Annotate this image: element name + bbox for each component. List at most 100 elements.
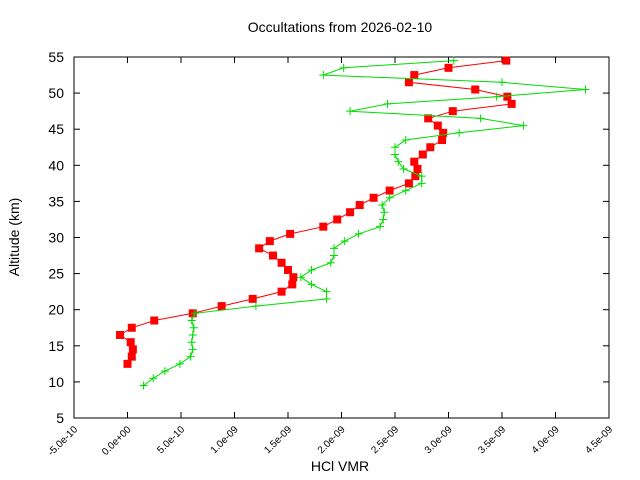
square-marker bbox=[126, 338, 135, 347]
square-marker bbox=[503, 92, 512, 101]
x-tick-label: 1.0e-09 bbox=[209, 424, 241, 456]
chart-title: Occultations from 2026-02-10 bbox=[248, 19, 433, 35]
square-marker bbox=[444, 63, 453, 72]
square-marker bbox=[438, 136, 447, 145]
square-marker bbox=[333, 215, 342, 224]
plus-marker bbox=[391, 150, 399, 159]
plus-marker bbox=[251, 302, 260, 311]
plus-marker bbox=[175, 359, 184, 368]
plus-marker bbox=[376, 222, 385, 231]
plus-marker bbox=[346, 107, 355, 116]
plus-marker bbox=[322, 287, 331, 296]
square-marker bbox=[433, 121, 442, 130]
series-line bbox=[143, 60, 586, 386]
plus-marker bbox=[519, 121, 528, 130]
plus-marker bbox=[383, 99, 392, 108]
square-marker bbox=[217, 302, 226, 311]
y-tick-label: 15 bbox=[48, 338, 64, 354]
x-axis-label: HCl VMR bbox=[311, 458, 369, 474]
y-tick-label: 45 bbox=[48, 121, 64, 137]
plot-border bbox=[73, 56, 610, 419]
y-tick-label: 5 bbox=[56, 410, 64, 426]
x-tick-label: 0.0e+00 bbox=[100, 424, 134, 458]
plus-marker bbox=[399, 164, 408, 173]
y-tick-label: 35 bbox=[48, 193, 64, 209]
square-marker bbox=[265, 237, 274, 246]
plus-marker bbox=[417, 172, 426, 181]
y-tick-label: 10 bbox=[48, 374, 64, 390]
y-tick-label: 55 bbox=[48, 49, 64, 65]
plus-marker bbox=[449, 56, 458, 65]
plus-marker bbox=[476, 114, 485, 123]
plus-marker bbox=[326, 258, 335, 267]
x-tick-label: 5.0e-10 bbox=[155, 424, 187, 456]
plus-marker bbox=[330, 244, 339, 253]
plus-marker bbox=[322, 294, 331, 303]
plus-marker bbox=[307, 265, 316, 274]
series-line bbox=[119, 60, 513, 365]
x-tick-label: 3.0e-09 bbox=[423, 424, 455, 456]
square-marker bbox=[289, 273, 298, 282]
square-marker bbox=[286, 229, 295, 238]
plus-marker bbox=[391, 143, 399, 152]
square-marker bbox=[424, 114, 433, 123]
square-marker bbox=[319, 222, 328, 231]
y-tick-label: 30 bbox=[48, 230, 64, 246]
square-marker bbox=[116, 330, 125, 339]
series-red-squares bbox=[116, 56, 516, 368]
plus-marker bbox=[187, 316, 196, 325]
series-green-crosses bbox=[139, 56, 590, 390]
square-marker bbox=[404, 179, 413, 188]
x-tick-label: 3.5e-09 bbox=[476, 424, 508, 456]
square-marker bbox=[426, 143, 435, 152]
x-tick-label: 2.0e-09 bbox=[316, 424, 348, 456]
plot-frame bbox=[73, 56, 610, 419]
x-tick-label: 4.5e-09 bbox=[583, 424, 615, 456]
square-marker bbox=[355, 201, 364, 210]
plus-marker bbox=[149, 374, 158, 383]
plus-marker bbox=[160, 367, 169, 376]
y-axis: 5 10 15 20 25 30 35 40 45 50 55 bbox=[48, 49, 609, 426]
plus-marker bbox=[187, 338, 196, 347]
plus-marker bbox=[188, 330, 197, 339]
series-layer bbox=[116, 56, 590, 390]
plus-marker bbox=[339, 63, 348, 72]
square-marker bbox=[410, 157, 419, 166]
plus-marker bbox=[380, 208, 389, 217]
plus-marker bbox=[394, 157, 403, 166]
square-marker bbox=[448, 107, 457, 116]
plus-marker bbox=[498, 78, 506, 87]
x-tick-label: 2.5e-09 bbox=[369, 424, 401, 456]
square-marker bbox=[418, 150, 427, 159]
plus-marker bbox=[307, 280, 316, 289]
y-axis-label: Altitude (km) bbox=[6, 198, 22, 277]
plus-marker bbox=[581, 85, 590, 94]
x-axis: -5.0e-10 0.0e+00 5.0e-10 1.0e-09 1.5e-09 2.0e… bbox=[46, 57, 615, 458]
square-marker bbox=[288, 280, 297, 289]
plus-marker bbox=[188, 345, 197, 354]
square-marker bbox=[413, 164, 422, 173]
plus-marker bbox=[492, 92, 501, 101]
plus-marker bbox=[190, 309, 199, 318]
plus-marker bbox=[139, 381, 148, 390]
square-marker bbox=[127, 352, 136, 361]
plus-marker bbox=[379, 215, 388, 224]
plus-marker bbox=[385, 193, 394, 202]
square-marker bbox=[128, 345, 137, 354]
square-marker bbox=[269, 251, 278, 260]
square-marker bbox=[127, 323, 136, 332]
plus-marker bbox=[340, 237, 349, 246]
square-marker bbox=[277, 258, 286, 267]
plus-marker bbox=[330, 251, 339, 260]
square-marker bbox=[346, 208, 355, 217]
y-tick-label: 40 bbox=[48, 157, 64, 173]
square-marker bbox=[411, 172, 420, 181]
square-marker bbox=[248, 294, 257, 303]
plus-marker bbox=[378, 201, 387, 210]
square-marker bbox=[404, 78, 413, 87]
y-tick-label: 50 bbox=[48, 85, 64, 101]
square-marker bbox=[410, 71, 419, 80]
plus-marker bbox=[319, 71, 328, 80]
plus-marker bbox=[189, 323, 198, 332]
plus-marker bbox=[401, 136, 410, 145]
